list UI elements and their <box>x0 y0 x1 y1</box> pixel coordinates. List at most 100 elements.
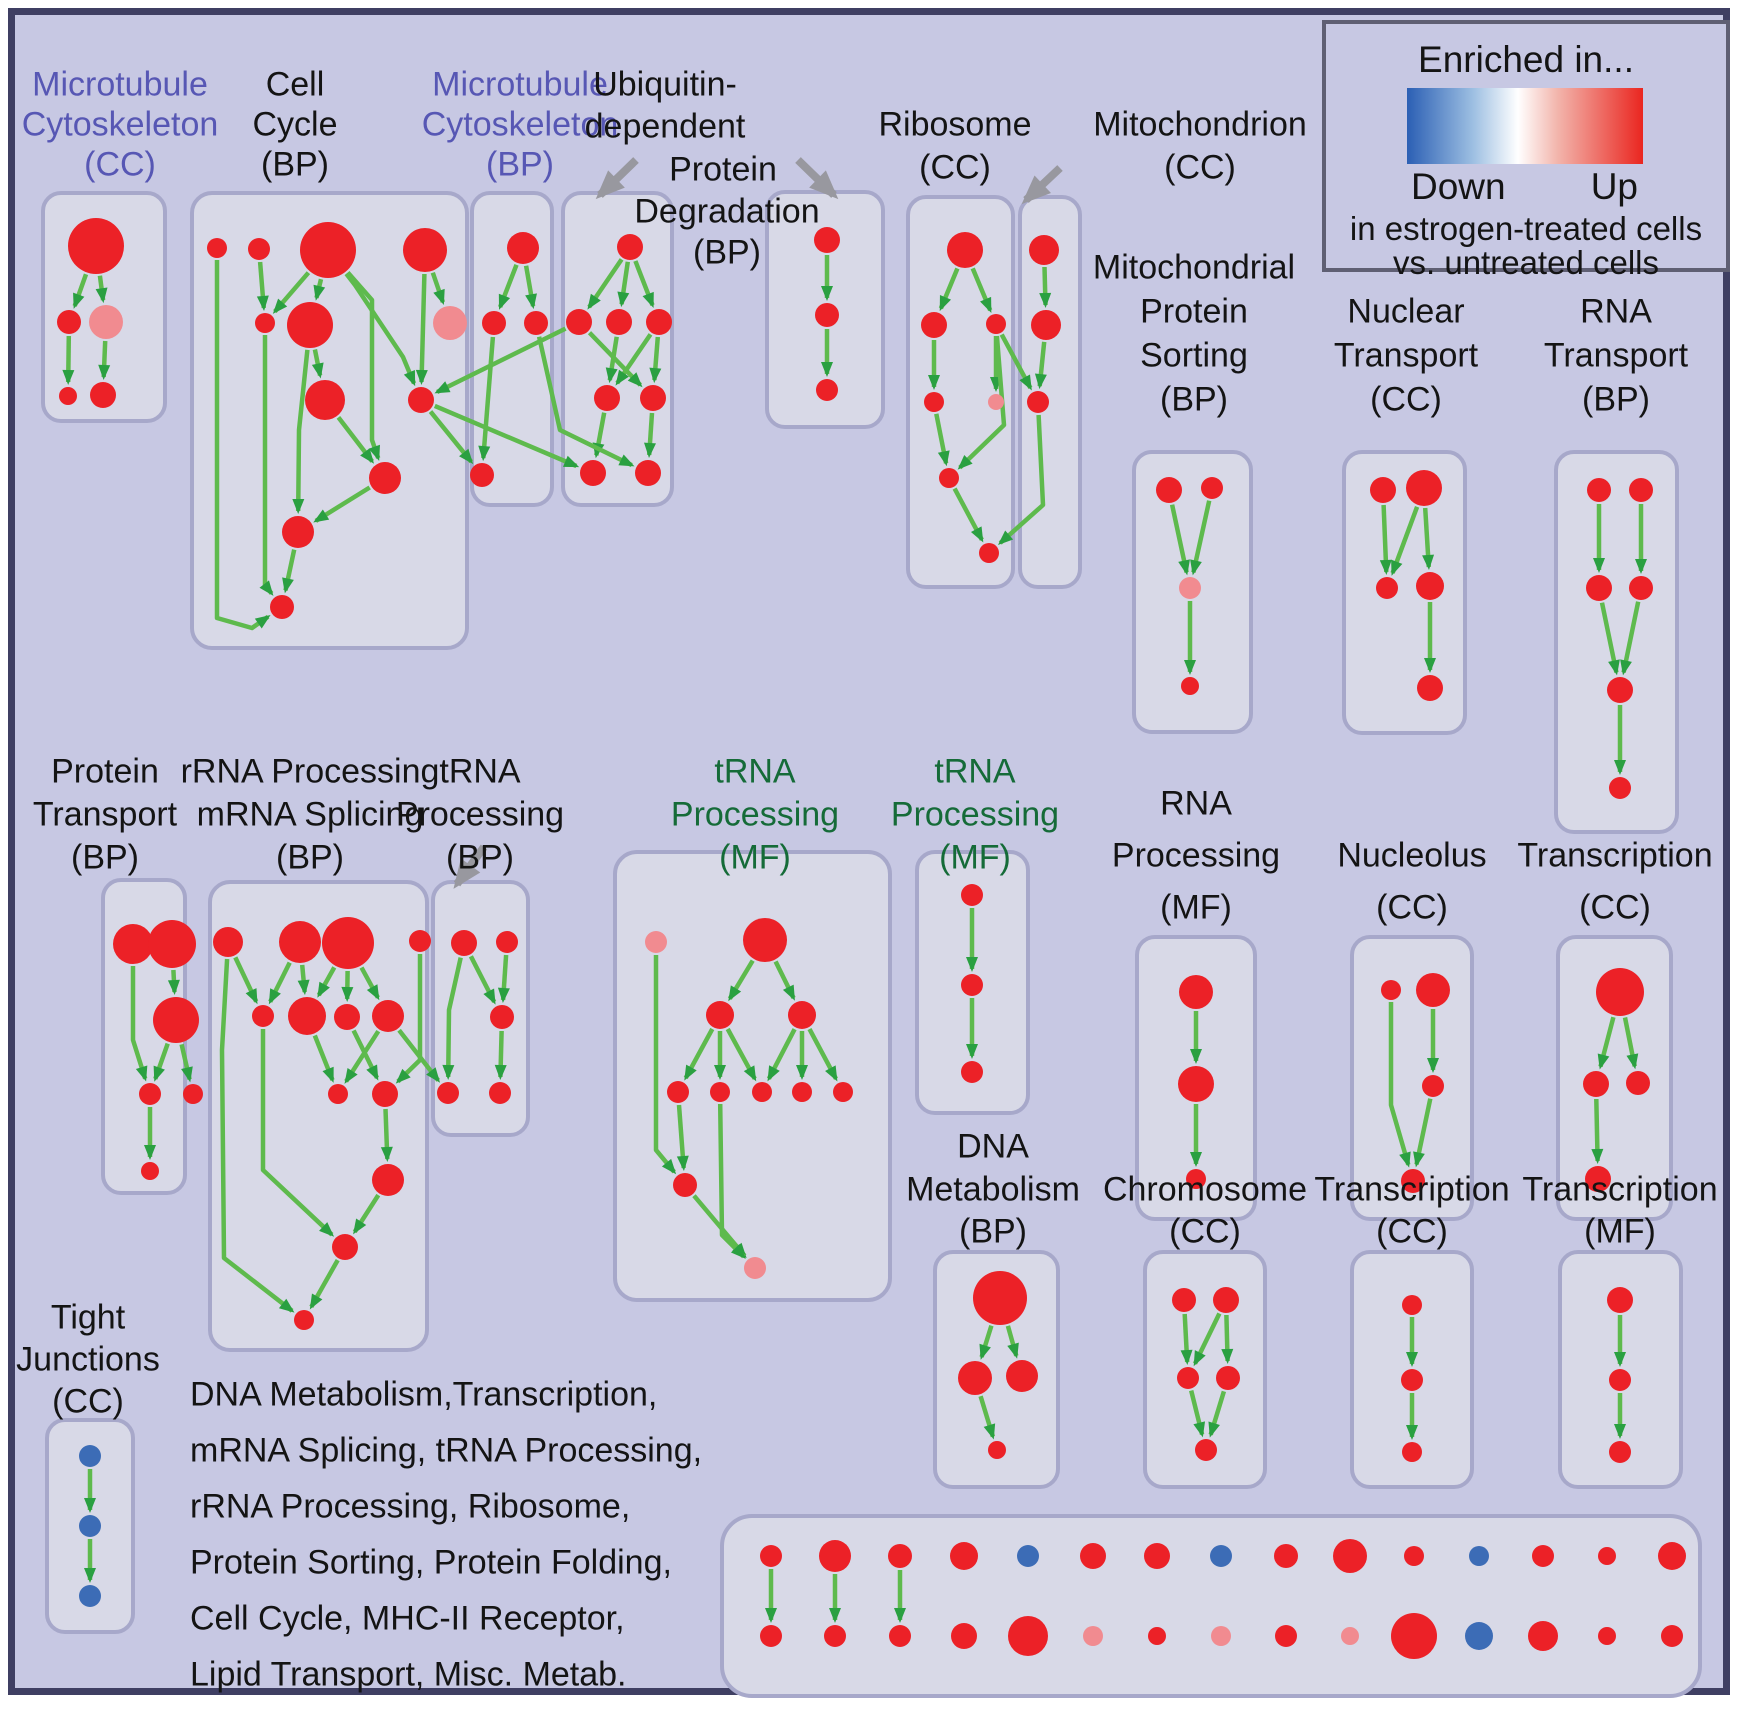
misc-terms-strip-node <box>1148 1627 1166 1645</box>
nucleolus-cc-edge <box>1388 1002 1411 1168</box>
microtubule-cytoskeleton-cc-node <box>57 310 81 334</box>
trna-processing-mf-large-node <box>743 918 787 962</box>
cell-cycle-bp-edge <box>272 271 311 314</box>
ubiquitin-degradation-bp-1-edge <box>605 336 619 384</box>
rrna-processing-mrna-splicing-bp-edge <box>260 1029 335 1237</box>
microtubule-cytoskeleton-bp-edge <box>498 263 519 310</box>
trna-processing-mf-large-edge <box>725 1027 757 1082</box>
rna-transport-bp-node <box>1607 677 1633 703</box>
microtubule-cytoskeleton-bp-edge <box>523 265 537 310</box>
dna-metabolism-bp-edge <box>979 1325 994 1360</box>
ribosome-cc-node <box>979 543 999 563</box>
misc-terms-strip-node <box>951 1623 977 1649</box>
nucleolus-cc-node <box>1401 1169 1425 1193</box>
nuclear-transport-cc-edge <box>1390 506 1420 576</box>
cluster-boxes <box>41 190 1702 1698</box>
rna-transport-bp-node <box>1586 575 1612 601</box>
mitochondrial-protein-sorting-bp-node <box>1156 477 1182 503</box>
ribosome-cc-node <box>988 394 1004 410</box>
ribosome-cc-node <box>924 392 944 412</box>
chromosome-cc-edge <box>1192 1312 1222 1367</box>
ubiquitin-degradation-bp-1-node <box>617 234 643 260</box>
trna-processing-mf-large-edge <box>727 959 755 1002</box>
mitochondrion-cc-edge <box>1039 266 1052 308</box>
misc-terms-strip-node <box>1274 1544 1298 1568</box>
rna-transport-bp-node <box>1629 478 1653 502</box>
rrna-processing-mrna-splicing-bp-node <box>288 997 326 1035</box>
rna-transport-bp-node <box>1609 777 1631 799</box>
ubiquitin-degradation-bp-1-edge <box>587 258 624 310</box>
mitochondrion-cc-node <box>1031 310 1061 340</box>
rrna-processing-mrna-splicing-bp-edge <box>359 966 380 1001</box>
ribosome-cc-node <box>947 232 983 268</box>
transcription-cc-upper-node <box>1583 1071 1609 1097</box>
chromosome-cc-edge <box>1208 1390 1227 1438</box>
ubiquitin-degradation-bp-1-node <box>635 460 661 486</box>
nuclear-transport-cc-node <box>1370 477 1396 503</box>
nucleolus-cc-edge <box>1413 1098 1433 1168</box>
dna-metabolism-bp-node <box>958 1361 992 1395</box>
misc-terms-strip-node <box>1341 1627 1359 1645</box>
trna-processing-mf-small-node <box>961 974 983 996</box>
misc-terms-strip-node <box>888 1544 912 1568</box>
rrna-processing-mrna-splicing-bp-node <box>294 1310 314 1330</box>
rrna-processing-mrna-splicing-bp-edge <box>297 964 310 996</box>
trna-processing-mf-large-node <box>744 1257 766 1279</box>
trna-processing-mf-small-node <box>961 884 983 906</box>
nuclear-transport-cc-node <box>1417 675 1443 701</box>
rrna-processing-mrna-splicing-bp-node <box>409 930 431 952</box>
chromosome-cc-box <box>1143 1250 1267 1489</box>
legend-title: Enriched in... <box>1418 39 1634 80</box>
cross-cluster-edge <box>997 414 1046 545</box>
transcription-cc-upper-node <box>1626 1071 1650 1095</box>
cell-cycle-bp-node <box>369 462 401 494</box>
trna-processing-mf-large-edge <box>683 1027 715 1081</box>
misc-terms-strip-node <box>760 1545 782 1567</box>
microtubule-cytoskeleton-cc-edge <box>62 335 75 385</box>
misc-terms-strip-node <box>1210 1545 1232 1567</box>
dna-metabolism-bp-box <box>933 1250 1060 1489</box>
rrna-processing-mrna-splicing-bp-edge <box>219 958 295 1313</box>
chromosome-cc-edge <box>1180 1313 1193 1365</box>
ubiquitin-degradation-bp-1-edge <box>644 412 656 458</box>
misc-terms-strip-node <box>819 1540 851 1572</box>
trna-processing-mf-large-node <box>645 931 667 953</box>
trna-processing-mf-large-node <box>673 1173 697 1197</box>
microtubule-cytoskeleton-cc-node <box>90 382 116 408</box>
trna-processing-mf-large-edge <box>807 1028 838 1082</box>
mitochondrial-protein-sorting-bp-node <box>1201 477 1223 499</box>
legend-up-label: Up <box>1590 166 1638 207</box>
ubiquitin-degradation-bp-1-node <box>606 309 632 335</box>
nucleolus-cc-box <box>1350 935 1474 1221</box>
ubiquitin-degradation-bp-1-edge <box>649 336 662 384</box>
rrna-processing-mrna-splicing-bp-node <box>332 1234 358 1260</box>
trna-processing-mf-small-node <box>961 1061 983 1083</box>
misc-terms-strip-node <box>1211 1626 1231 1646</box>
misc-terms-strip-node <box>1404 1546 1424 1566</box>
cell-cycle-bp-node <box>433 306 467 340</box>
nucleolus-cc-node <box>1416 973 1450 1007</box>
tight-junctions-cc-node <box>79 1515 101 1537</box>
microtubule-cytoskeleton-bp-node <box>524 311 548 335</box>
rrna-processing-mrna-splicing-bp-edge <box>268 961 292 1005</box>
rrna-processing-mrna-splicing-bp-node <box>372 1164 404 1196</box>
microtubule-cytoskeleton-bp-box <box>470 191 554 507</box>
trna-processing-bp-edge <box>442 957 463 1080</box>
rrna-processing-mrna-splicing-bp-node <box>328 1084 348 1104</box>
cell-cycle-bp-edge <box>292 349 310 514</box>
nuclear-transport-cc-edge <box>1379 504 1392 575</box>
ubiquitin-degradation-bp-1-node <box>580 460 606 486</box>
misc-terms-strip-node <box>760 1625 782 1647</box>
ubiquitin-degradation-bp-1-node <box>566 309 592 335</box>
transcription-cc-lower-node <box>1402 1295 1422 1315</box>
trna-processing-bp-node <box>451 930 477 956</box>
mitochondrion-cc-node <box>1027 391 1049 413</box>
nucleolus-cc-node <box>1422 1075 1444 1097</box>
misc-terms-strip-node <box>950 1542 978 1570</box>
misc-terms-strip-node <box>1532 1545 1554 1567</box>
ubiquitin-degradation-bp-1-node <box>594 385 620 411</box>
mitochondrion-cc-node <box>1029 235 1059 265</box>
cell-cycle-bp-node <box>408 387 434 413</box>
legend-box: Enriched in... Down Up in estrogen-treat… <box>1322 20 1730 281</box>
